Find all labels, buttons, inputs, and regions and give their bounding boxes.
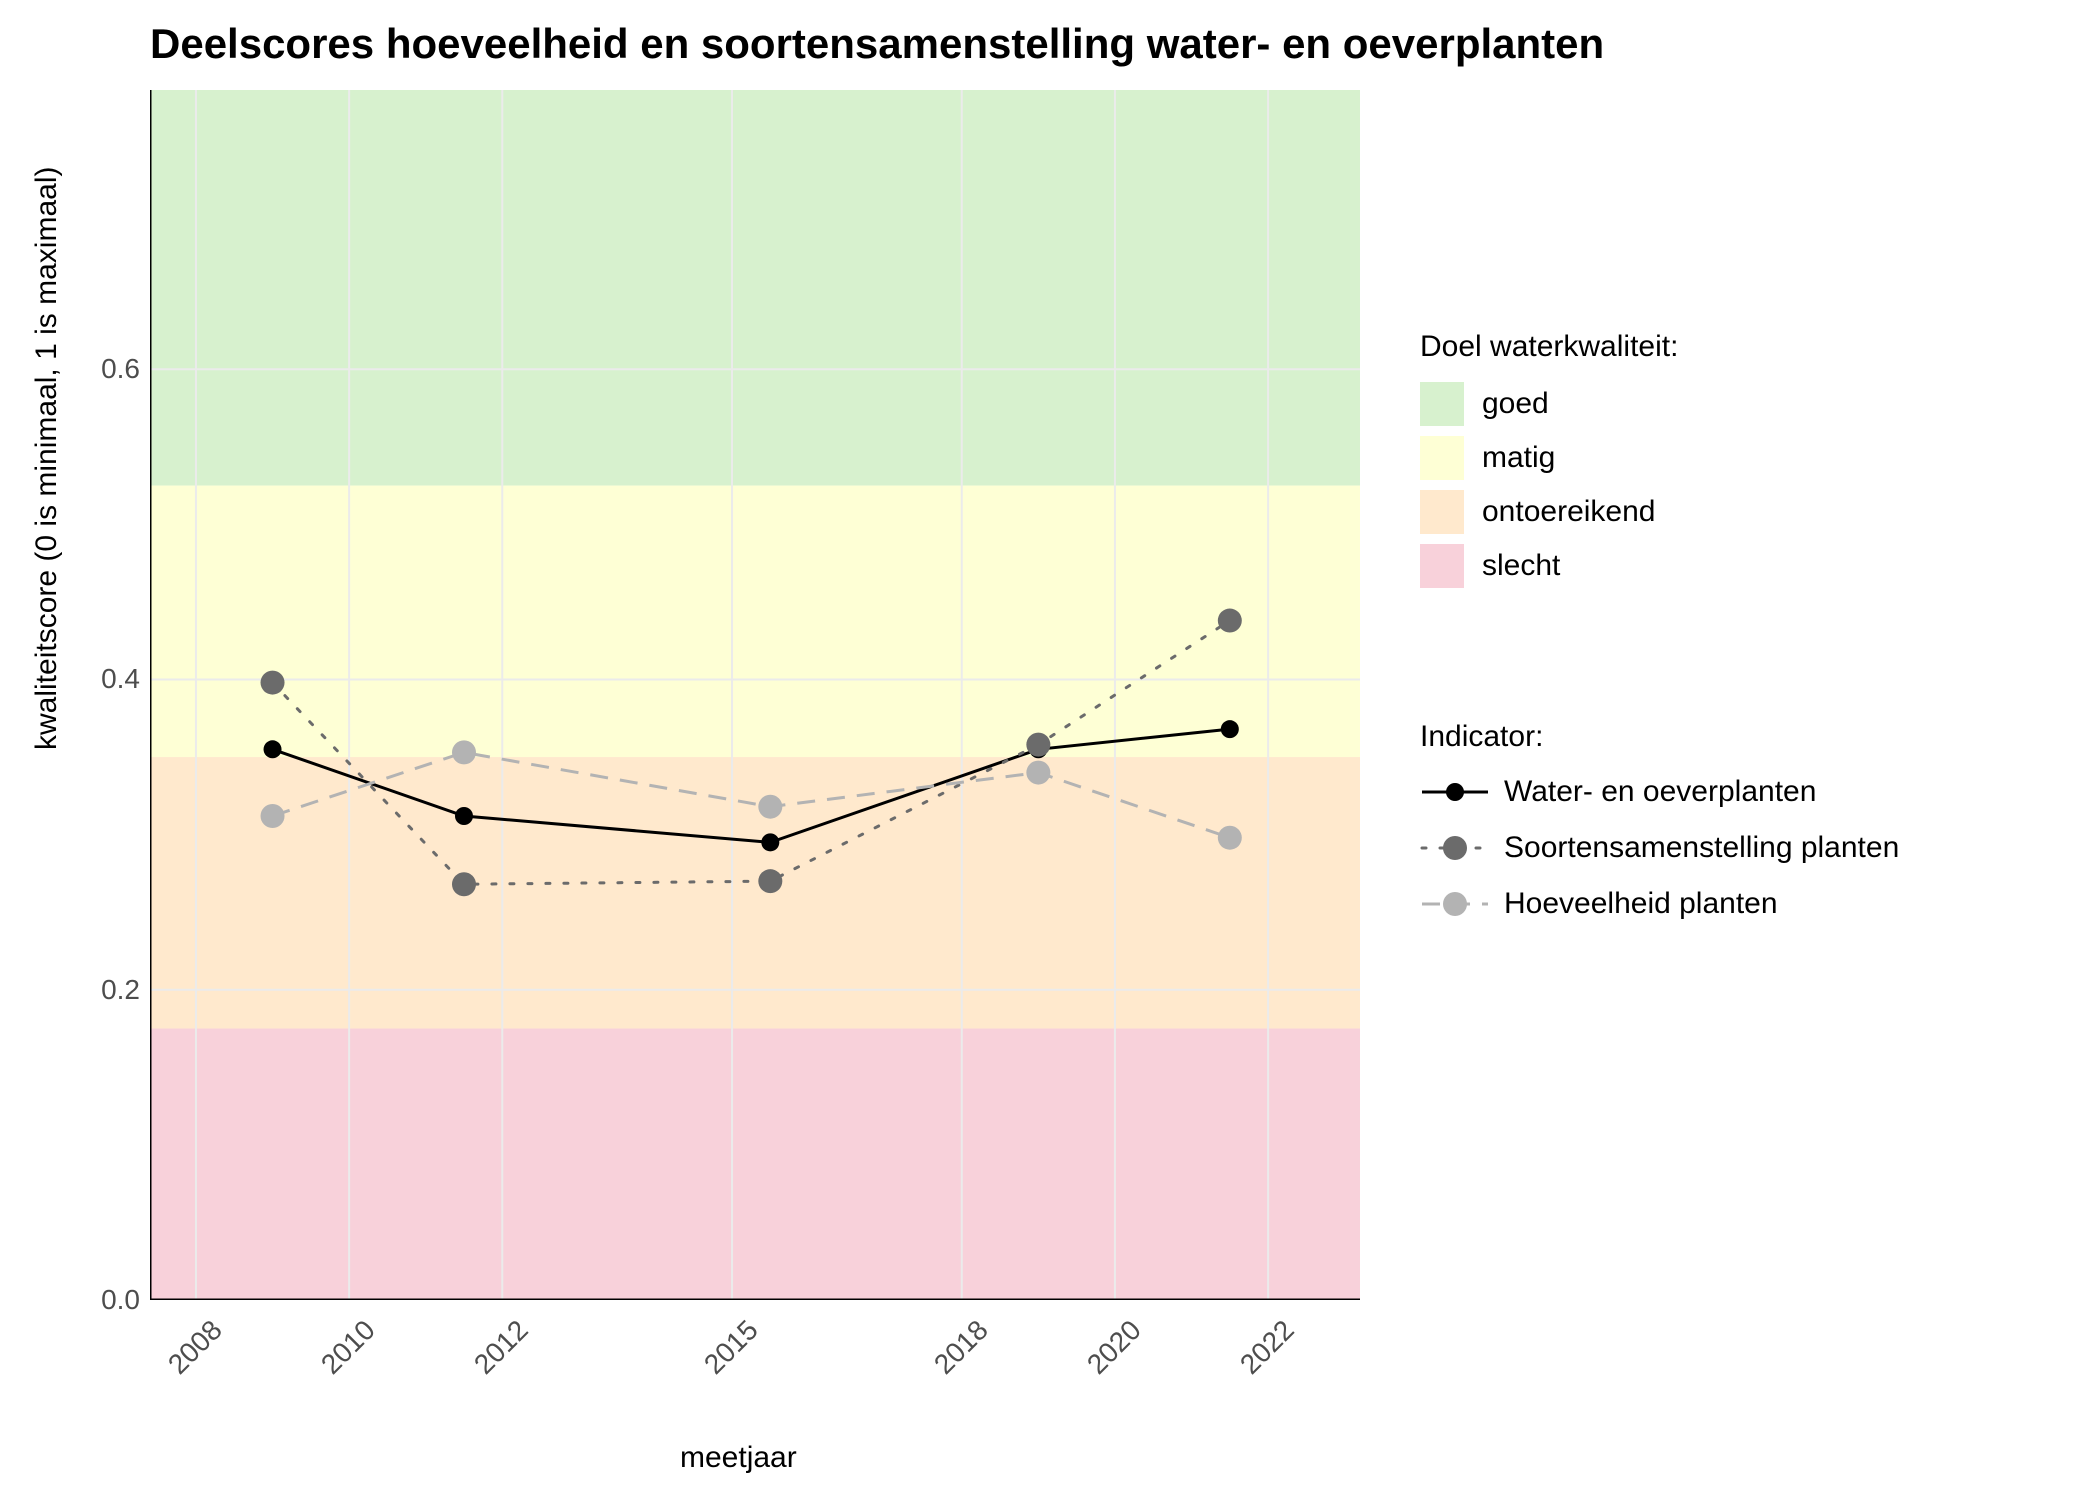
legend-band-item: goed <box>1420 382 1678 426</box>
legend-band-label: ontoereikend <box>1482 495 1655 529</box>
y-axis-label: kwaliteitscore (0 is minimaal, 1 is maxi… <box>30 167 64 750</box>
x-axis-label: meetjaar <box>680 1441 797 1475</box>
y-tick-label: 0.0 <box>80 1284 140 1316</box>
y-tick-label: 0.6 <box>80 353 140 385</box>
legend-swatch <box>1420 382 1464 426</box>
legend-series-item: Soortensamenstelling planten <box>1420 828 1899 868</box>
legend-band-item: ontoereikend <box>1420 490 1678 534</box>
series-marker <box>455 807 473 825</box>
series-marker <box>1221 720 1239 738</box>
chart-plot-area <box>150 90 1360 1300</box>
legend-series: Indicator: Water- en oeverplanten Soorte… <box>1420 720 1899 940</box>
series-marker <box>1026 761 1050 785</box>
y-tick-label: 0.2 <box>80 974 140 1006</box>
series-marker <box>261 804 285 828</box>
series-marker <box>758 869 782 893</box>
legend-series-label: Soortensamenstelling planten <box>1504 831 1899 865</box>
x-tick-label: 2008 <box>149 1314 228 1393</box>
series-marker <box>1218 826 1242 850</box>
legend-swatch <box>1420 544 1464 588</box>
legend-series-item: Hoeveelheid planten <box>1420 884 1899 924</box>
legend-key-icon <box>1420 884 1490 924</box>
x-tick-label: 2020 <box>1068 1314 1147 1393</box>
legend-key-icon <box>1420 828 1490 868</box>
x-tick-label: 2012 <box>456 1314 535 1393</box>
series-marker <box>264 740 282 758</box>
legend-series-title: Indicator: <box>1420 720 1899 754</box>
legend-bands-title: Doel waterkwaliteit: <box>1420 330 1678 364</box>
x-tick-label: 2022 <box>1222 1314 1301 1393</box>
legend-band-item: matig <box>1420 436 1678 480</box>
legend-swatch <box>1420 436 1464 480</box>
legend-swatch <box>1420 490 1464 534</box>
legend-series-label: Hoeveelheid planten <box>1504 887 1778 921</box>
y-tick-label: 0.4 <box>80 663 140 695</box>
legend-band-item: slecht <box>1420 544 1678 588</box>
band-goed <box>150 90 1360 486</box>
series-marker <box>758 795 782 819</box>
chart-title: Deelscores hoeveelheid en soortensamenst… <box>150 20 1604 68</box>
legend-band-label: slecht <box>1482 549 1560 583</box>
x-tick-label: 2010 <box>303 1314 382 1393</box>
legend-series-label: Water- en oeverplanten <box>1504 775 1816 809</box>
legend-series-item: Water- en oeverplanten <box>1420 772 1899 812</box>
legend-key-icon <box>1420 772 1490 812</box>
series-marker <box>1218 609 1242 633</box>
x-tick-label: 2015 <box>685 1314 764 1393</box>
band-matig <box>150 486 1360 757</box>
series-marker <box>1026 733 1050 757</box>
series-marker <box>261 671 285 695</box>
band-slecht <box>150 1029 1360 1300</box>
legend-bands: Doel waterkwaliteit: goed matig ontoereike… <box>1420 330 1678 598</box>
series-marker <box>452 740 476 764</box>
x-tick-label: 2018 <box>915 1314 994 1393</box>
series-marker <box>761 833 779 851</box>
series-marker <box>452 872 476 896</box>
legend-band-label: matig <box>1482 441 1555 475</box>
legend-band-label: goed <box>1482 387 1549 421</box>
